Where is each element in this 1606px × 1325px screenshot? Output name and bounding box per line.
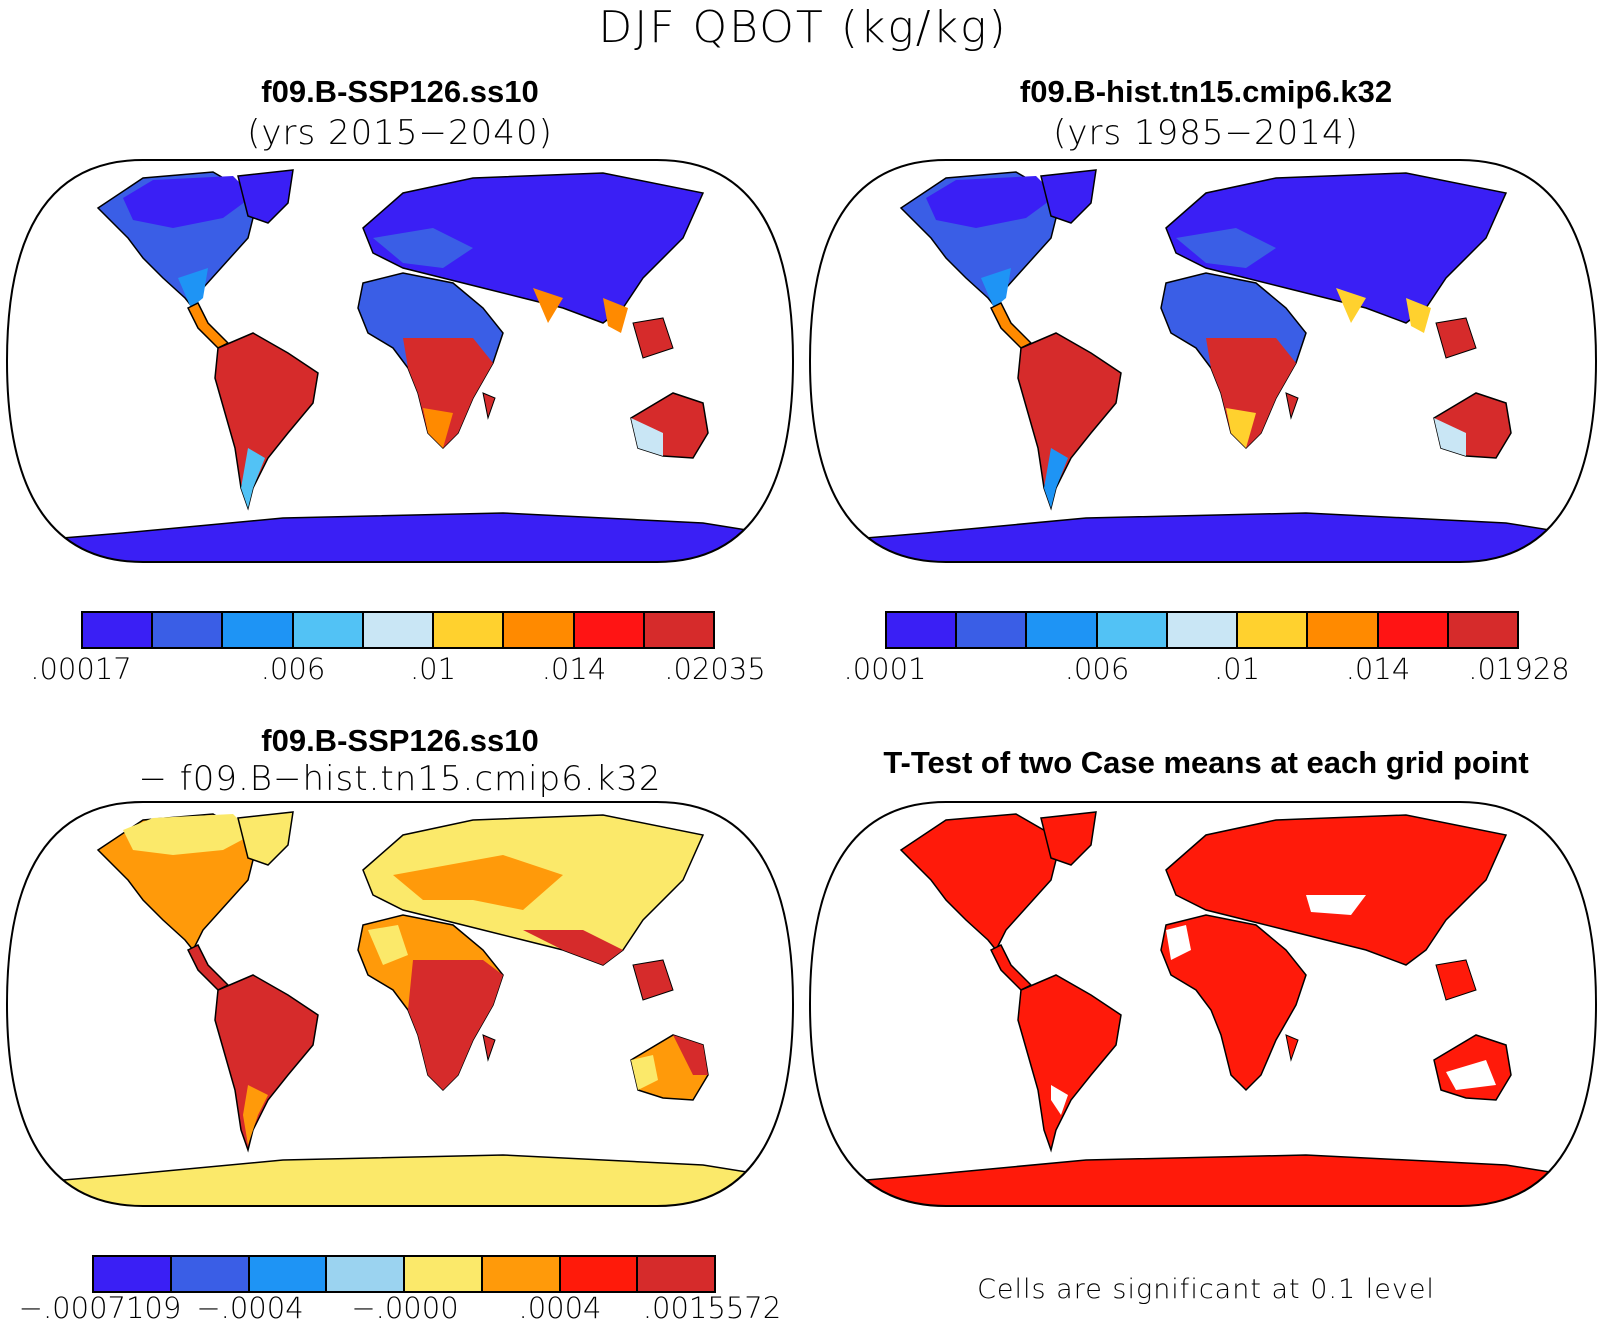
colorbar-swatch	[83, 613, 154, 647]
panel-2-subtitle: (yrs 1985−2014)	[1053, 113, 1359, 153]
colorbar-swatch	[482, 1257, 561, 1291]
colorbar-swatch	[1308, 613, 1379, 647]
colorbar-tick-label: .006	[1064, 652, 1130, 686]
figure-title: DJF QBOT (kg/kg)	[598, 2, 1008, 53]
colorbar-swatch	[94, 1257, 172, 1291]
panel-3-colorbar	[92, 1255, 716, 1293]
colorbar-swatch	[363, 613, 435, 647]
colorbar-swatch	[153, 613, 224, 647]
colorbar-swatch	[1378, 613, 1449, 647]
panel-1-title: f09.B-SSP126.ss10	[261, 74, 539, 109]
colorbar-tick-label: .0001	[843, 652, 927, 686]
colorbar-swatch	[574, 613, 645, 647]
colorbar-swatch	[293, 613, 364, 647]
colorbar-swatch	[249, 1257, 328, 1291]
colorbar-tick-label: −.0004	[196, 1291, 304, 1325]
colorbar-swatch	[644, 613, 713, 647]
colorbar-tick-label: .01	[1213, 652, 1261, 686]
colorbar-swatch	[405, 1257, 483, 1291]
colorbar-tick-label: −.0007109	[18, 1291, 182, 1325]
panel-3-title: f09.B-SSP126.ss10	[261, 723, 539, 758]
significance-note: Cells are significant at 0.1 level	[977, 1274, 1435, 1305]
colorbar-swatch	[560, 1257, 639, 1291]
colorbar-swatch	[171, 1257, 250, 1291]
colorbar-tick-label: .02035	[664, 652, 766, 686]
panel-2-title: f09.B-hist.tn15.cmip6.k32	[1019, 74, 1393, 109]
colorbar-swatch	[887, 613, 958, 647]
panel-4-title: T-Test of two Case means at each grid po…	[883, 745, 1529, 780]
colorbar-tick-label: .0015572	[642, 1291, 782, 1325]
panel-2-map	[808, 159, 1598, 563]
colorbar-swatch	[957, 613, 1028, 647]
colorbar-swatch	[1027, 613, 1098, 647]
colorbar-tick-label: .00017	[30, 652, 132, 686]
colorbar-swatch	[1167, 613, 1239, 647]
colorbar-tick-label: −.0000	[351, 1291, 459, 1325]
colorbar-tick-label: .014	[1345, 652, 1411, 686]
colorbar-tick-label: .0004	[518, 1291, 602, 1325]
colorbar-swatch	[327, 1257, 405, 1291]
colorbar-swatch	[1238, 613, 1309, 647]
panel-4-map	[808, 801, 1598, 1207]
colorbar-tick-label: .01	[409, 652, 457, 686]
panel-1-subtitle: (yrs 2015−2040)	[247, 113, 553, 153]
colorbar-tick-label: .014	[541, 652, 607, 686]
colorbar-tick-label: .006	[260, 652, 326, 686]
colorbar-swatch	[1097, 613, 1168, 647]
panel-1-map	[5, 159, 795, 563]
colorbar-swatch	[434, 613, 505, 647]
colorbar-swatch	[223, 613, 294, 647]
panel-2-colorbar	[885, 611, 1519, 649]
panel-3-subtitle: − f09.B−hist.tn15.cmip6.k32	[138, 759, 662, 799]
panel-3-map	[5, 801, 795, 1207]
colorbar-tick-label: .01928	[1468, 652, 1570, 686]
panel-1-colorbar	[81, 611, 715, 649]
colorbar-swatch	[638, 1257, 714, 1291]
colorbar-swatch	[1448, 613, 1517, 647]
colorbar-swatch	[504, 613, 575, 647]
